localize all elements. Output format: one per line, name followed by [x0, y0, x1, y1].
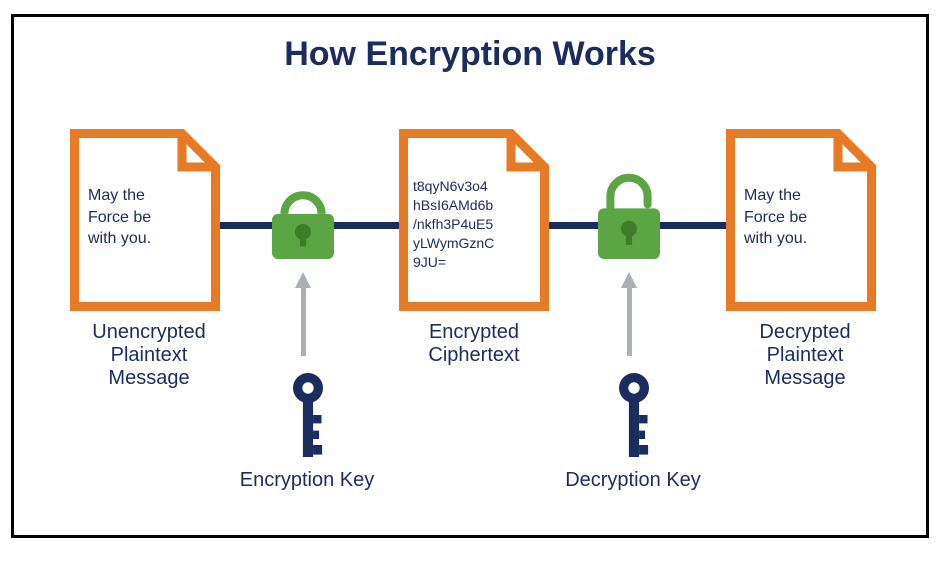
decryption-key-pointer-head-icon [621, 272, 637, 288]
closed-lock-icon [272, 177, 334, 259]
decrypted-caption: DecryptedPlaintextMessage [720, 321, 890, 390]
decryption-key-caption: Decryption Key [548, 469, 718, 492]
plaintext-document-text: May theForce bewith you. [88, 185, 151, 250]
diagram-title: How Encryption Works [14, 35, 926, 74]
decryption-key-pointer [627, 282, 632, 356]
ciphertext-document-text: t8qyN6v3o4hBsI6AMd6b/nkfh3P4uE5yLWymGznC… [413, 177, 494, 271]
ciphertext-caption: EncryptedCiphertext [399, 321, 549, 367]
encryption-key-pointer [301, 282, 306, 356]
decryption-key-icon [619, 373, 649, 457]
diagram-frame: How Encryption Works May theForce bewith… [11, 14, 929, 538]
open-lock-icon [598, 167, 660, 259]
encryption-key-pointer-head-icon [295, 272, 311, 288]
encryption-key-caption: Encryption Key [222, 469, 392, 492]
decrypted-document-text: May theForce bewith you. [744, 185, 807, 250]
encryption-key-icon [293, 373, 323, 457]
plaintext-caption: UnencryptedPlaintextMessage [64, 321, 234, 390]
